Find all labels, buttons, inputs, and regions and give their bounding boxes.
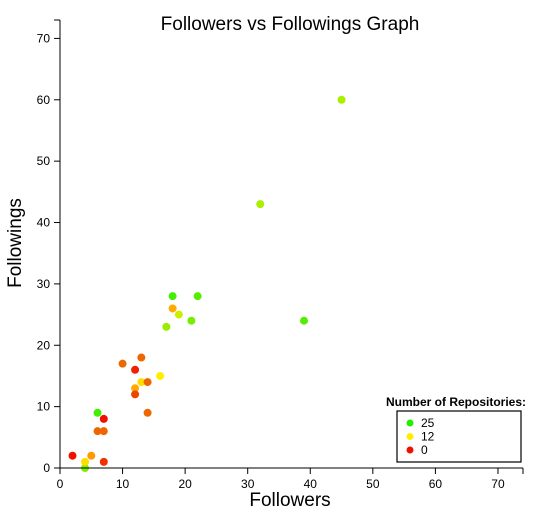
data-point	[300, 316, 309, 325]
x-axis-ticks: 0 10 20 30 40 50 60 70	[57, 468, 524, 491]
data-point	[168, 292, 177, 301]
x-axis-label: Followers	[249, 490, 330, 511]
y-tick-label: 50	[37, 154, 51, 168]
data-point	[93, 408, 102, 417]
x-tick-label: 30	[241, 477, 255, 491]
data-point	[81, 457, 90, 466]
x-tick-label: 20	[178, 477, 192, 491]
data-point	[137, 378, 146, 387]
data-point	[156, 371, 165, 380]
x-tick-label: 70	[491, 477, 505, 491]
x-tick-label: 0	[57, 477, 64, 491]
x-tick-label: 40	[304, 477, 318, 491]
data-point	[93, 427, 102, 436]
chart-title: Followers vs Followings Graph	[161, 14, 420, 35]
y-tick-label: 60	[37, 93, 51, 107]
legend-label: 12	[421, 430, 435, 444]
data-point	[193, 292, 202, 301]
y-tick-label: 30	[37, 277, 51, 291]
y-axis-ticks: 0 10 20 30 40 50 60 70	[37, 19, 60, 475]
data-point	[162, 322, 171, 331]
legend-marker	[406, 419, 414, 427]
legend-marker	[406, 433, 414, 440]
legend-title: Number of Repositories:	[386, 395, 526, 409]
data-point	[87, 451, 96, 460]
y-axis-label: Followings	[5, 198, 26, 288]
data-point	[143, 378, 152, 387]
data-point	[99, 427, 108, 436]
y-tick-label: 20	[37, 338, 51, 352]
data-point	[131, 384, 140, 393]
data-point	[187, 316, 196, 325]
x-tick-label: 50	[366, 477, 380, 491]
data-point	[118, 359, 127, 368]
y-tick-label: 40	[37, 216, 51, 230]
legend-label: 0	[421, 443, 428, 457]
data-point	[68, 451, 77, 460]
data-point	[99, 457, 108, 466]
y-tick-label: 0	[43, 461, 50, 475]
data-point	[337, 95, 346, 104]
data-point	[168, 304, 177, 313]
plot-area	[68, 95, 346, 472]
data-point	[99, 414, 108, 423]
data-point	[131, 390, 140, 399]
x-tick-label: 10	[116, 477, 130, 491]
data-point	[143, 408, 152, 417]
data-point	[256, 200, 265, 209]
x-tick-label: 60	[429, 477, 443, 491]
data-point	[174, 310, 183, 319]
legend-marker	[406, 446, 414, 454]
data-point	[131, 365, 140, 374]
legend-box	[396, 410, 522, 463]
y-tick-label: 10	[37, 400, 51, 414]
legend-label: 25	[421, 416, 435, 430]
data-point	[137, 353, 146, 362]
y-tick-label: 70	[37, 31, 51, 45]
